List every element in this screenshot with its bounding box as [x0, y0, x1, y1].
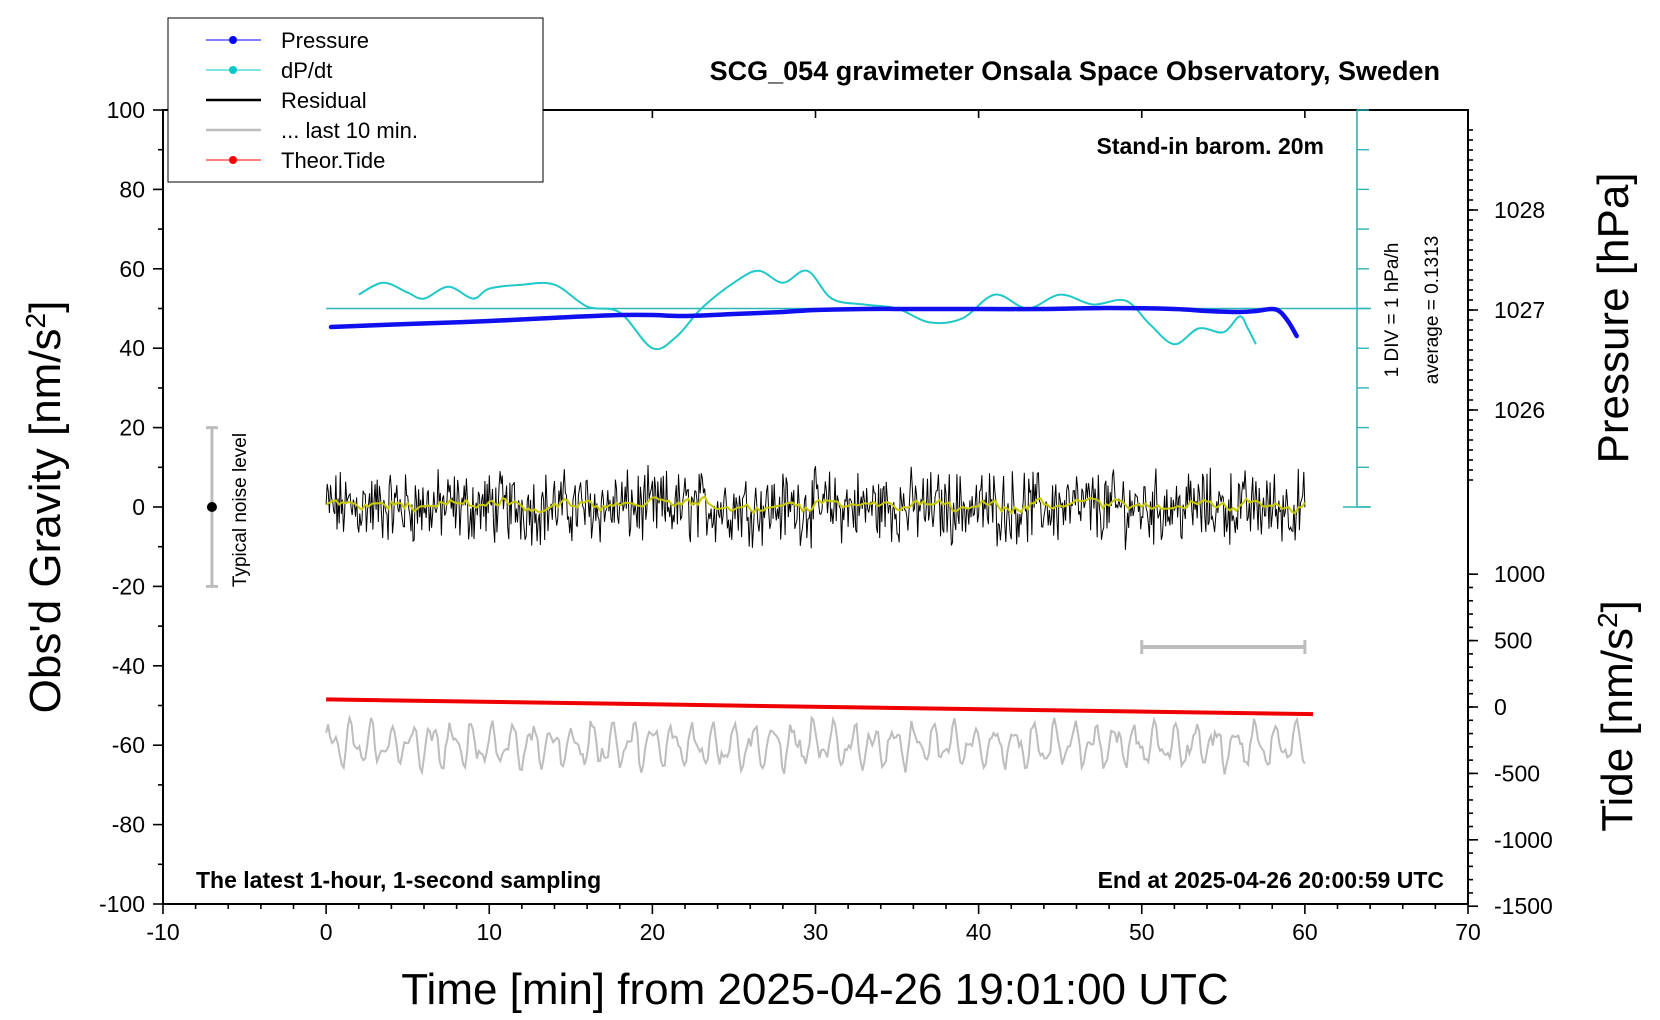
x-tick-label: 40 [966, 919, 992, 945]
y-axis-label-gravity: Obs'd Gravity [nm/s2] [20, 301, 71, 714]
y-tick-label: 0 [132, 494, 145, 520]
x-tick-label: 60 [1292, 919, 1318, 945]
x-tick-label: 50 [1129, 919, 1155, 945]
dpdt-series [358, 269, 1257, 351]
tide-tick-label: 500 [1494, 628, 1532, 654]
y-axis-label-tide: Tide [nm/s2] [1592, 600, 1643, 832]
x-tick-label: 10 [476, 919, 502, 945]
tide-tick-label: -500 [1494, 760, 1540, 786]
legend-label: Theor.Tide [281, 148, 385, 173]
dpdt-average-label: average = 0.1313 [1422, 236, 1443, 384]
tide-tick-label: -1000 [1494, 827, 1553, 853]
y-tick-label: 40 [119, 335, 145, 361]
y-tick-label: 20 [119, 415, 145, 441]
tide-tick-label: -1500 [1494, 893, 1553, 919]
theor-tide-series [326, 697, 1314, 717]
y-tick-label: -100 [99, 891, 145, 917]
y-axis-label-pressure: Pressure [hPa] [1589, 172, 1638, 463]
legend-marker [229, 156, 237, 164]
x-tick-label: 20 [640, 919, 666, 945]
x-tick-label: 70 [1455, 919, 1481, 945]
pressure-tick-label: 1027 [1494, 297, 1545, 323]
residual-series [325, 464, 1306, 550]
y-tick-label: -40 [112, 653, 145, 679]
legend-label: Pressure [281, 28, 369, 53]
noise-level-label: Typical noise level [230, 433, 251, 587]
last-10-min-series [325, 714, 1306, 776]
pressure-series [328, 305, 1299, 339]
annotation-sampling: The latest 1-hour, 1-second sampling [196, 867, 601, 893]
dpdt-div-label: 1 DIV = 1 hPa/h [1382, 243, 1403, 378]
tide-tick-label: 0 [1494, 694, 1507, 720]
chart-title: SCG_054 gravimeter Onsala Space Observat… [710, 56, 1440, 86]
y-tick-label: 60 [119, 256, 145, 282]
y-tick-label: 100 [107, 97, 145, 123]
x-tick-label: 30 [803, 919, 829, 945]
y-tick-label: -20 [112, 573, 145, 599]
x-tick-label: -10 [146, 919, 179, 945]
pressure-tick-label: 1028 [1494, 197, 1545, 223]
annotation-end-time: End at 2025-04-26 20:00:59 UTC [1098, 867, 1444, 893]
legend-label: ... last 10 min. [281, 118, 418, 143]
pressure-tick-label: 1026 [1494, 397, 1545, 423]
legend-marker [229, 36, 237, 44]
y-tick-label: 80 [119, 176, 145, 202]
residual-smoothed-series [325, 495, 1306, 515]
y-tick-label: -60 [112, 732, 145, 758]
x-tick-label: 0 [320, 919, 333, 945]
legend-label: Residual [281, 88, 367, 113]
x-axis-label: Time [min] from 2025-04-26 19:01:00 UTC [401, 965, 1228, 1014]
tide-tick-label: 1000 [1494, 561, 1545, 587]
annotation-barometer: Stand-in barom. 20m [1097, 133, 1324, 159]
y-tick-label: -80 [112, 812, 145, 838]
legend-label: dP/dt [281, 58, 332, 83]
noise-bar-center-point [206, 502, 217, 512]
legend-marker [229, 66, 237, 74]
